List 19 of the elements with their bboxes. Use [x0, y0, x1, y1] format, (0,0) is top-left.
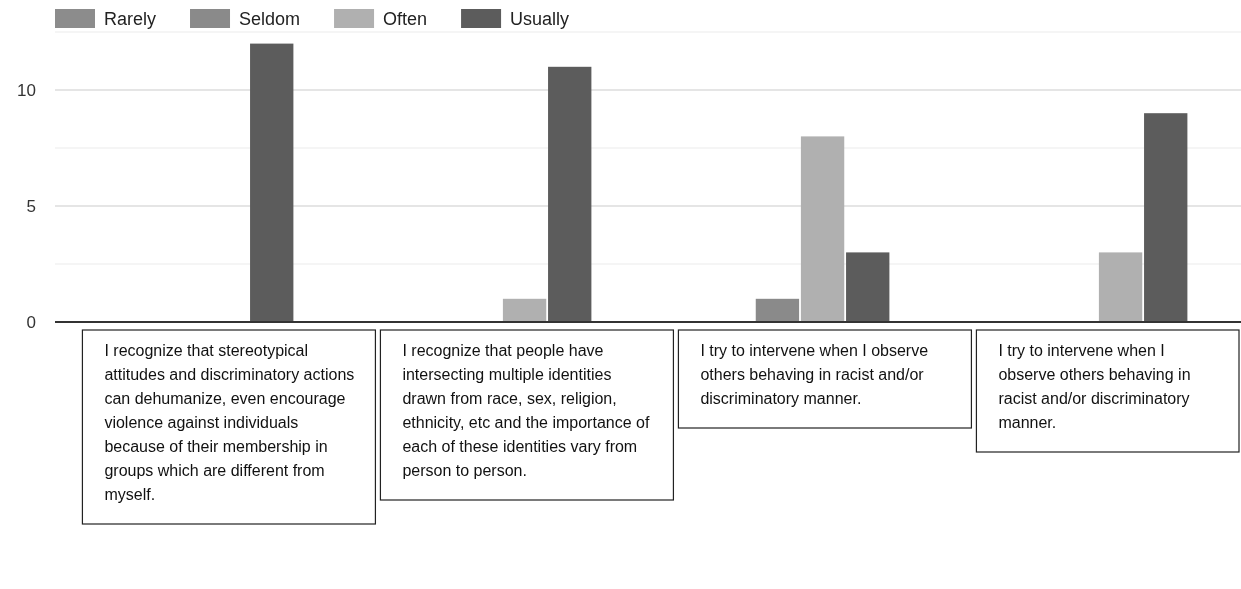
- legend-label: Rarely: [104, 9, 157, 29]
- bar: [800, 136, 845, 322]
- x-tick-label: I recognize that stereotypical attitudes and discriminatory actions can dehumanize, even encourage violence against individuals because of their membership in groups which are different from myself.: [104, 342, 355, 503]
- bar: [846, 252, 890, 322]
- bar: [548, 66, 592, 322]
- y-tick-label: 5: [26, 197, 36, 216]
- legend-label: Seldom: [239, 9, 301, 29]
- legend-label: Often: [383, 9, 428, 29]
- bar: [1144, 113, 1188, 322]
- bar: [755, 298, 800, 322]
- x-tick-label: I try to intervene when I observe others behaving in racist and/or discriminatory manner.: [700, 342, 929, 407]
- legend-label: Usually: [510, 9, 570, 29]
- bar: [1098, 252, 1143, 322]
- bar: [502, 298, 547, 322]
- x-tick-label: I recognize that people have intersecting multiple identities drawn from race, sex, religion, ethnicity, etc and the importance of each of these identities vary from person to person.: [402, 342, 650, 479]
- x-tick-label: I try to intervene when I observe others behaving in racist and/or discriminatory manner.: [998, 342, 1191, 431]
- bar: [250, 43, 294, 322]
- y-tick-label: 10: [17, 81, 36, 100]
- y-tick-label: 0: [26, 313, 36, 332]
